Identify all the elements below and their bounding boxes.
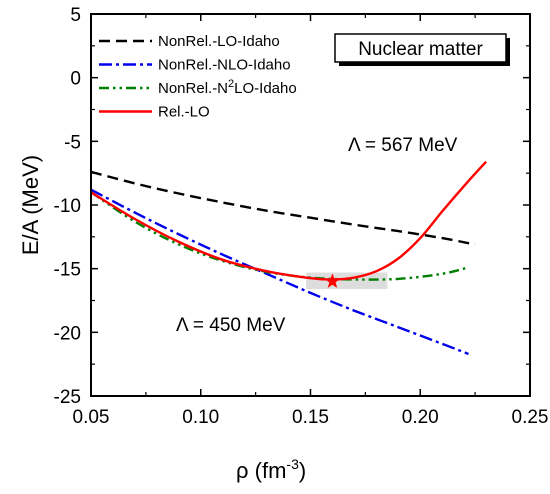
x-tick-label: 0.15 xyxy=(292,407,329,428)
series-line-0 xyxy=(90,170,476,246)
empirical-saturation-region xyxy=(306,272,388,290)
y-tick-label: -10 xyxy=(54,196,81,217)
y-tick-label: 0 xyxy=(70,69,81,90)
y-axis-title: E/A (MeV) xyxy=(18,155,43,255)
legend: NonRel.-LO-Idaho NonRel.-NLO-Idaho NonRel.… xyxy=(99,33,297,121)
series-layer xyxy=(90,160,487,356)
y-tick-label: -5 xyxy=(64,132,81,153)
y-tick-label: 5 xyxy=(70,5,81,26)
nuclear-matter-label: Nuclear matter xyxy=(358,39,483,60)
x-tick-label: 0.05 xyxy=(73,407,110,428)
plot-frame xyxy=(90,13,531,397)
x-tick-label: 0.10 xyxy=(182,407,219,428)
annotation-lambda-450: Λ = 450 MeV xyxy=(176,315,286,336)
saturation-point-layer xyxy=(324,273,341,288)
series-line-1 xyxy=(90,188,469,356)
legend-label-1: NonRel.-NLO-Idaho xyxy=(158,57,291,74)
legend-label-0: NonRel.-LO-Idaho xyxy=(158,33,280,50)
tick-layer: 0.05 0.10 0.15 0.20 0.25 5 0 -5 -10 -15 -20 -25 xyxy=(54,5,549,428)
x-tick-label: 0.25 xyxy=(512,407,549,428)
saturation-star-marker xyxy=(324,273,341,288)
legend-label-2: NonRel.-N2LO-Idaho xyxy=(158,78,297,97)
nuclear-matter-box: Nuclear matter xyxy=(334,33,510,66)
y-tick-label: -20 xyxy=(54,323,81,344)
y-tick-label: -25 xyxy=(54,387,81,408)
annotation-lambda-567: Λ = 567 MeV xyxy=(348,135,458,156)
x-axis-title: ρ (fm-3) xyxy=(236,456,306,483)
series-line-2 xyxy=(90,191,469,281)
legend-label-3: Rel.-LO xyxy=(158,104,210,121)
y-tick-label: -15 xyxy=(54,260,81,281)
series-line-3 xyxy=(90,160,487,281)
x-tick-label: 0.20 xyxy=(402,407,439,428)
